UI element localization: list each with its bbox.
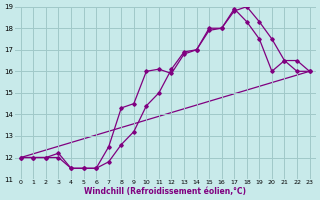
X-axis label: Windchill (Refroidissement éolien,°C): Windchill (Refroidissement éolien,°C) bbox=[84, 187, 246, 196]
